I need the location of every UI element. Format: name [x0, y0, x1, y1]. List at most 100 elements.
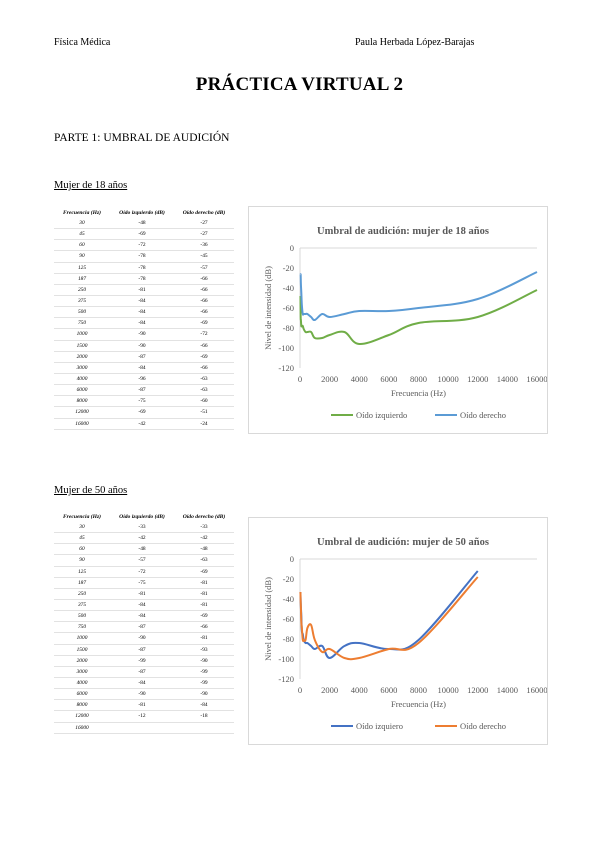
x-tick-label: 6000 — [380, 685, 397, 695]
table-cell: 30 — [54, 522, 110, 534]
table-cell: -84 — [110, 599, 174, 612]
table-cell: 125 — [54, 262, 110, 274]
table-cell: 1000 — [54, 328, 110, 341]
x-tick-label: 2000 — [321, 685, 338, 695]
table-row: 250 -81 -81 — [54, 588, 234, 600]
x-tick-label: 12000 — [467, 374, 488, 384]
table-cell: 125 — [54, 566, 110, 578]
series-line-left-ear — [299, 289, 538, 346]
table-row: 90 -57 -63 — [54, 554, 234, 567]
series-line-right-ear — [299, 576, 479, 661]
x-tick-label: 14000 — [497, 685, 518, 695]
table-row: 750 -87 -66 — [54, 621, 234, 634]
table-cell: -66 — [174, 273, 234, 285]
part-heading: PARTE 1: UMBRAL DE AUDICIÓN — [54, 132, 230, 144]
x-tick-label: 16000 — [526, 685, 547, 695]
table-cell: 45 — [54, 228, 110, 241]
x-tick-label: 10000 — [438, 374, 459, 384]
table-cell: -42 — [174, 532, 234, 545]
x-tick-label: 2000 — [321, 374, 338, 384]
table-cell: -81 — [174, 577, 234, 589]
table-cell: -63 — [174, 384, 234, 397]
data-table-18: Frecuencia (Hz) Oído izquierdo (dB) Oído d… — [54, 208, 234, 430]
table-cell: -66 — [174, 340, 234, 352]
table-cell: -57 — [174, 262, 234, 274]
table-cell: -18 — [174, 710, 234, 723]
table-cell: 6000 — [54, 688, 110, 701]
table-row: 8000 -75 -60 — [54, 395, 234, 408]
table-cell: -72 — [174, 328, 234, 341]
table-cell: -66 — [174, 295, 234, 308]
table-cell: -69 — [174, 351, 234, 363]
column-header: Frecuencia (Hz) — [62, 210, 102, 216]
table-cell: -81 — [110, 284, 174, 296]
table-cell: -66 — [174, 284, 234, 296]
table-cell: -42 — [110, 532, 174, 545]
table-row: 1500 -87 -93 — [54, 644, 234, 656]
table-row: 2000 -87 -69 — [54, 351, 234, 363]
table-row: 60 -48 -48 — [54, 543, 234, 556]
x-tick-label: 4000 — [351, 374, 368, 384]
table-row: 8000 -81 -84 — [54, 699, 234, 712]
table-cell: 750 — [54, 317, 110, 330]
table-cell: -60 — [174, 395, 234, 408]
table-row: 500 -84 -69 — [54, 610, 234, 623]
table-cell: 16000 — [54, 722, 110, 734]
table-cell: -12 — [110, 710, 174, 723]
table-row: 187 -78 -66 — [54, 273, 234, 285]
table-cell: 250 — [54, 588, 110, 600]
table-cell: -48 — [110, 543, 174, 556]
table-row: 375 -84 -81 — [54, 599, 234, 612]
table-row: 30 -48 -27 — [54, 218, 234, 230]
column-header: Oído izquierdo (dB) — [119, 210, 165, 216]
table-cell: -93 — [174, 644, 234, 656]
y-axis-label: Nivel de intensidad (dB) — [263, 266, 273, 350]
table-cell: -84 — [110, 317, 174, 330]
table-row: 1000 -90 -72 — [54, 328, 234, 341]
table-cell: -81 — [110, 699, 174, 712]
table-row: 750 -84 -69 — [54, 317, 234, 330]
table-cell: 1500 — [54, 644, 110, 656]
table-row: 2000 -99 -90 — [54, 655, 234, 667]
table-cell: 375 — [54, 599, 110, 612]
table-cell: -72 — [110, 566, 174, 578]
table-row: 1500 -90 -66 — [54, 340, 234, 352]
table-row: 3000 -87 -99 — [54, 666, 234, 678]
table-cell: -87 — [110, 666, 174, 678]
y-tick-label: -60 — [283, 303, 294, 313]
table-row: 16000 — [54, 722, 234, 734]
legend-label: Oído izquiero — [356, 721, 403, 731]
table-cell: -99 — [174, 677, 234, 690]
table-cell: 60 — [54, 543, 110, 556]
table-row: 250 -81 -66 — [54, 284, 234, 296]
table-cell: -69 — [110, 228, 174, 241]
table-header-row: Frecuencia (Hz) Oído izquierdo (dB) Oído d… — [54, 208, 234, 218]
table-cell: -78 — [110, 273, 174, 285]
table-cell: -84 — [110, 610, 174, 623]
table-cell: 12000 — [54, 710, 110, 723]
table-row: 500 -84 -66 — [54, 306, 234, 319]
table-row: 16000 -42 -24 — [54, 418, 234, 430]
table-cell: -48 — [110, 218, 174, 230]
table-cell: -69 — [174, 566, 234, 578]
table-cell: -84 — [110, 677, 174, 690]
x-tick-label: 0 — [298, 374, 302, 384]
table-cell: -69 — [174, 317, 234, 330]
table-cell: 187 — [54, 577, 110, 589]
table-row: 60 -72 -36 — [54, 239, 234, 252]
table-cell: -66 — [174, 362, 234, 374]
table-cell: -51 — [174, 406, 234, 419]
table-cell: 60 — [54, 239, 110, 252]
table-cell: -96 — [110, 373, 174, 386]
table-cell: -69 — [110, 406, 174, 419]
table-cell: -66 — [174, 621, 234, 634]
table-cell: -90 — [110, 340, 174, 352]
column-header: Oído derecho (dB) — [182, 210, 226, 216]
table-cell: 250 — [54, 284, 110, 296]
chart-svg: Umbral de audición: mujer de 18 años 0 -20… — [263, 226, 548, 420]
table-cell: -84 — [110, 295, 174, 308]
table-cell: -33 — [110, 522, 174, 534]
x-tick-label: 10000 — [438, 685, 459, 695]
column-header: Frecuencia (Hz) — [62, 514, 102, 520]
y-tick-label: -120 — [278, 363, 294, 373]
